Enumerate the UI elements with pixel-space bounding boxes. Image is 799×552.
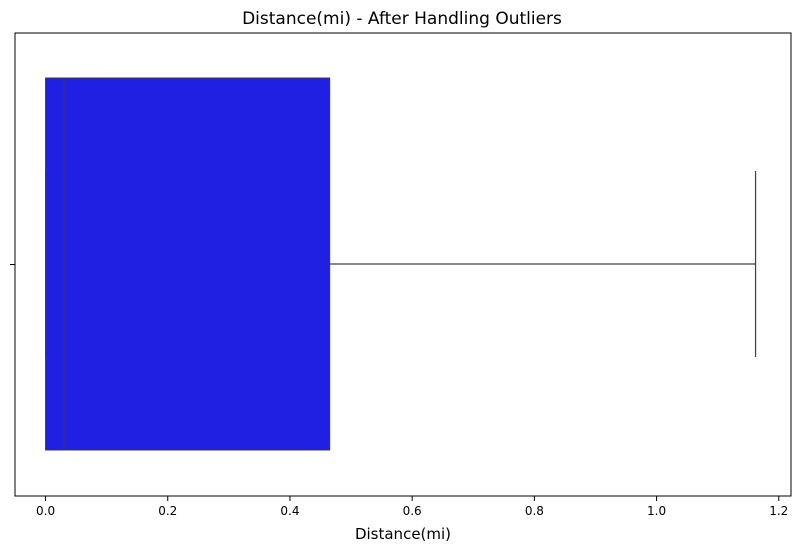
x-axis-label: Distance(mi) xyxy=(355,525,451,543)
box-iqr xyxy=(45,77,331,451)
x-tick-label: 0.4 xyxy=(280,504,299,518)
x-axis: 0.0 0.2 0.4 0.6 0.8 1.0 1.2 xyxy=(36,496,788,518)
x-tick-label: 1.2 xyxy=(769,504,788,518)
x-tick-label: 0.8 xyxy=(525,504,544,518)
x-tick-label: 0.0 xyxy=(36,504,55,518)
x-tick-label: 1.0 xyxy=(647,504,666,518)
x-tick-label: 0.6 xyxy=(403,504,422,518)
x-tick-label: 0.2 xyxy=(158,504,177,518)
plot-content xyxy=(45,77,757,451)
chart-title: Distance(mi) - After Handling Outliers xyxy=(242,9,562,29)
